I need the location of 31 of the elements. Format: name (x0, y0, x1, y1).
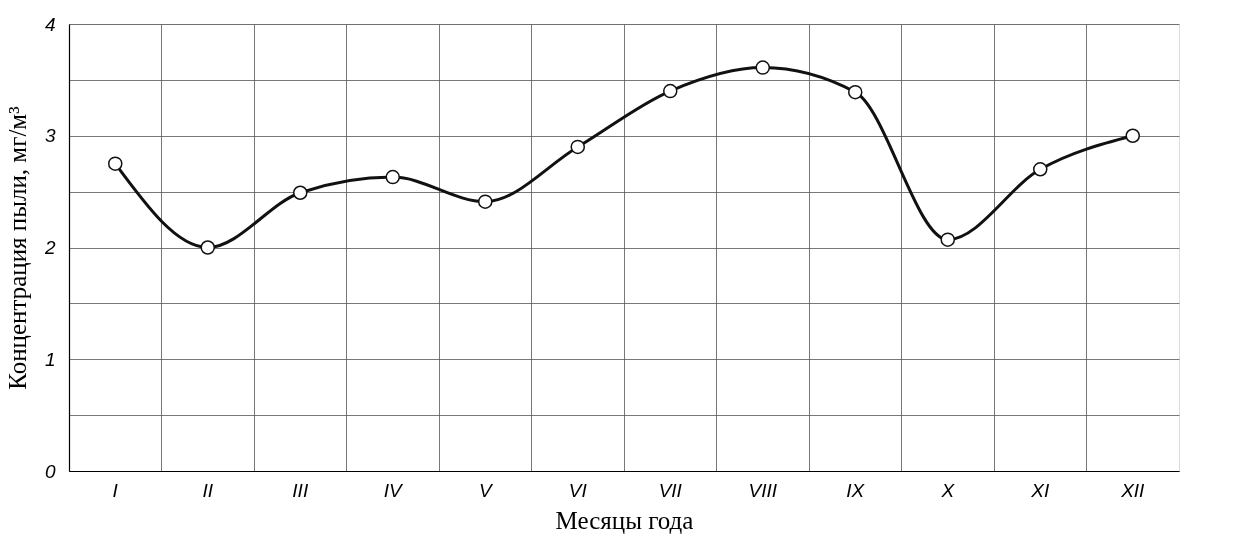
x-tick-label: IV (383, 479, 405, 501)
x-tick-label: IX (846, 479, 866, 501)
point (662, 83, 678, 99)
point (1032, 162, 1048, 177)
point (200, 240, 216, 255)
point (477, 194, 493, 209)
x-tick-label: I (112, 479, 119, 501)
x-tick-label: II (202, 479, 214, 501)
point (385, 169, 401, 185)
x-tick-label: VII (658, 479, 683, 501)
y-tick-label: 2 (43, 237, 56, 258)
y-tick-label: 3 (44, 125, 56, 147)
x-tick-label: XI (1030, 479, 1050, 501)
x-tick-label: III (292, 479, 309, 501)
point (940, 232, 956, 247)
point (847, 84, 863, 100)
x-axis-title: Месяцы года (555, 506, 694, 534)
x-tick-label: XII (1120, 479, 1146, 501)
x-tick-label: VIII (748, 479, 778, 501)
x-tick-label: X (940, 479, 956, 501)
x-tick-label: V (478, 479, 494, 501)
x-tick-label: VI (568, 479, 588, 501)
point (107, 156, 123, 171)
point (1125, 128, 1141, 144)
y-tick-label: 4 (44, 13, 56, 35)
y-tick-label: 0 (44, 460, 56, 482)
point (292, 185, 308, 200)
point (570, 139, 586, 155)
point (755, 60, 771, 75)
y-tick-label: 1 (44, 348, 56, 370)
y-axis-title: Концентрация пыли, мг/м³ (3, 105, 31, 390)
